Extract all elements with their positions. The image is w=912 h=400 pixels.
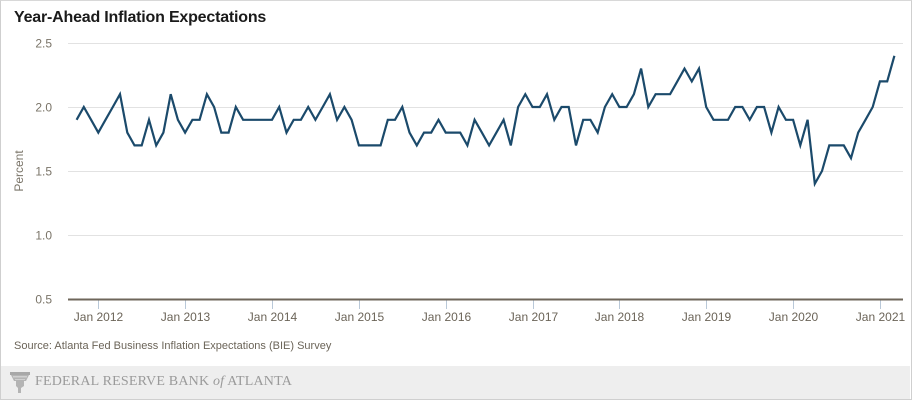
- x-tick-label: Jan 2016: [422, 310, 472, 324]
- line-chart: 2.5 2.0 1.5 1.0 0.5 Percent Jan 2012 Jan 2013…: [12, 37, 906, 325]
- federal-reserve-eagle-logo-icon: [10, 372, 30, 393]
- y-axis: 2.5 2.0 1.5 1.0 0.5: [35, 37, 52, 307]
- x-tick-label: Jan 2018: [595, 310, 645, 324]
- series: [75, 55, 896, 188]
- x-tick-label: Jan 2019: [682, 310, 732, 324]
- x-axis: Jan 2012 Jan 2013 Jan 2014 Jan 2015 Jan 2016…: [68, 298, 906, 324]
- chart-title: Year-Ahead Inflation Expectations: [14, 9, 267, 26]
- x-tick-label: Jan 2015: [335, 310, 385, 324]
- series-line: [75, 55, 896, 188]
- y-axis-label: Percent: [12, 150, 26, 192]
- y-tick-label: 2.5: [35, 37, 52, 51]
- footer-band: FEDERAL RESERVE BANK of ATLANTA: [1, 366, 910, 399]
- source-note: Source: Atlanta Fed Business Inflation E…: [14, 340, 332, 352]
- x-tick-label: Jan 2013: [161, 310, 211, 324]
- x-tick-label: Jan 2014: [248, 310, 298, 324]
- wordmark-main: FEDERAL RESERVE BANK: [35, 374, 213, 389]
- y-tick-label: 1.5: [35, 165, 52, 179]
- x-tick-label: Jan 2012: [74, 310, 124, 324]
- x-tick-label: Jan 2017: [509, 310, 559, 324]
- x-tick-label: Jan 2020: [769, 310, 819, 324]
- wordmark-end: ATLANTA: [224, 374, 293, 389]
- wordmark-of: of: [212, 374, 225, 389]
- y-tick-label: 2.0: [35, 101, 52, 115]
- y-tick-label: 1.0: [35, 229, 52, 243]
- x-tick-label: Jan 2021: [856, 310, 906, 324]
- federal-reserve-bank-of-atlanta-wordmark: FEDERAL RESERVE BANK of ATLANTA: [35, 374, 292, 390]
- y-tick-label: 0.5: [35, 293, 52, 307]
